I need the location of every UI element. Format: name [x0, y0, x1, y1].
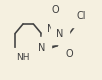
Text: O: O	[52, 5, 60, 15]
Text: NH: NH	[16, 53, 30, 62]
Text: O: O	[66, 49, 73, 59]
Text: N: N	[56, 29, 63, 39]
Text: N: N	[47, 24, 55, 34]
Text: Cl: Cl	[77, 11, 86, 21]
Text: N: N	[38, 43, 45, 53]
